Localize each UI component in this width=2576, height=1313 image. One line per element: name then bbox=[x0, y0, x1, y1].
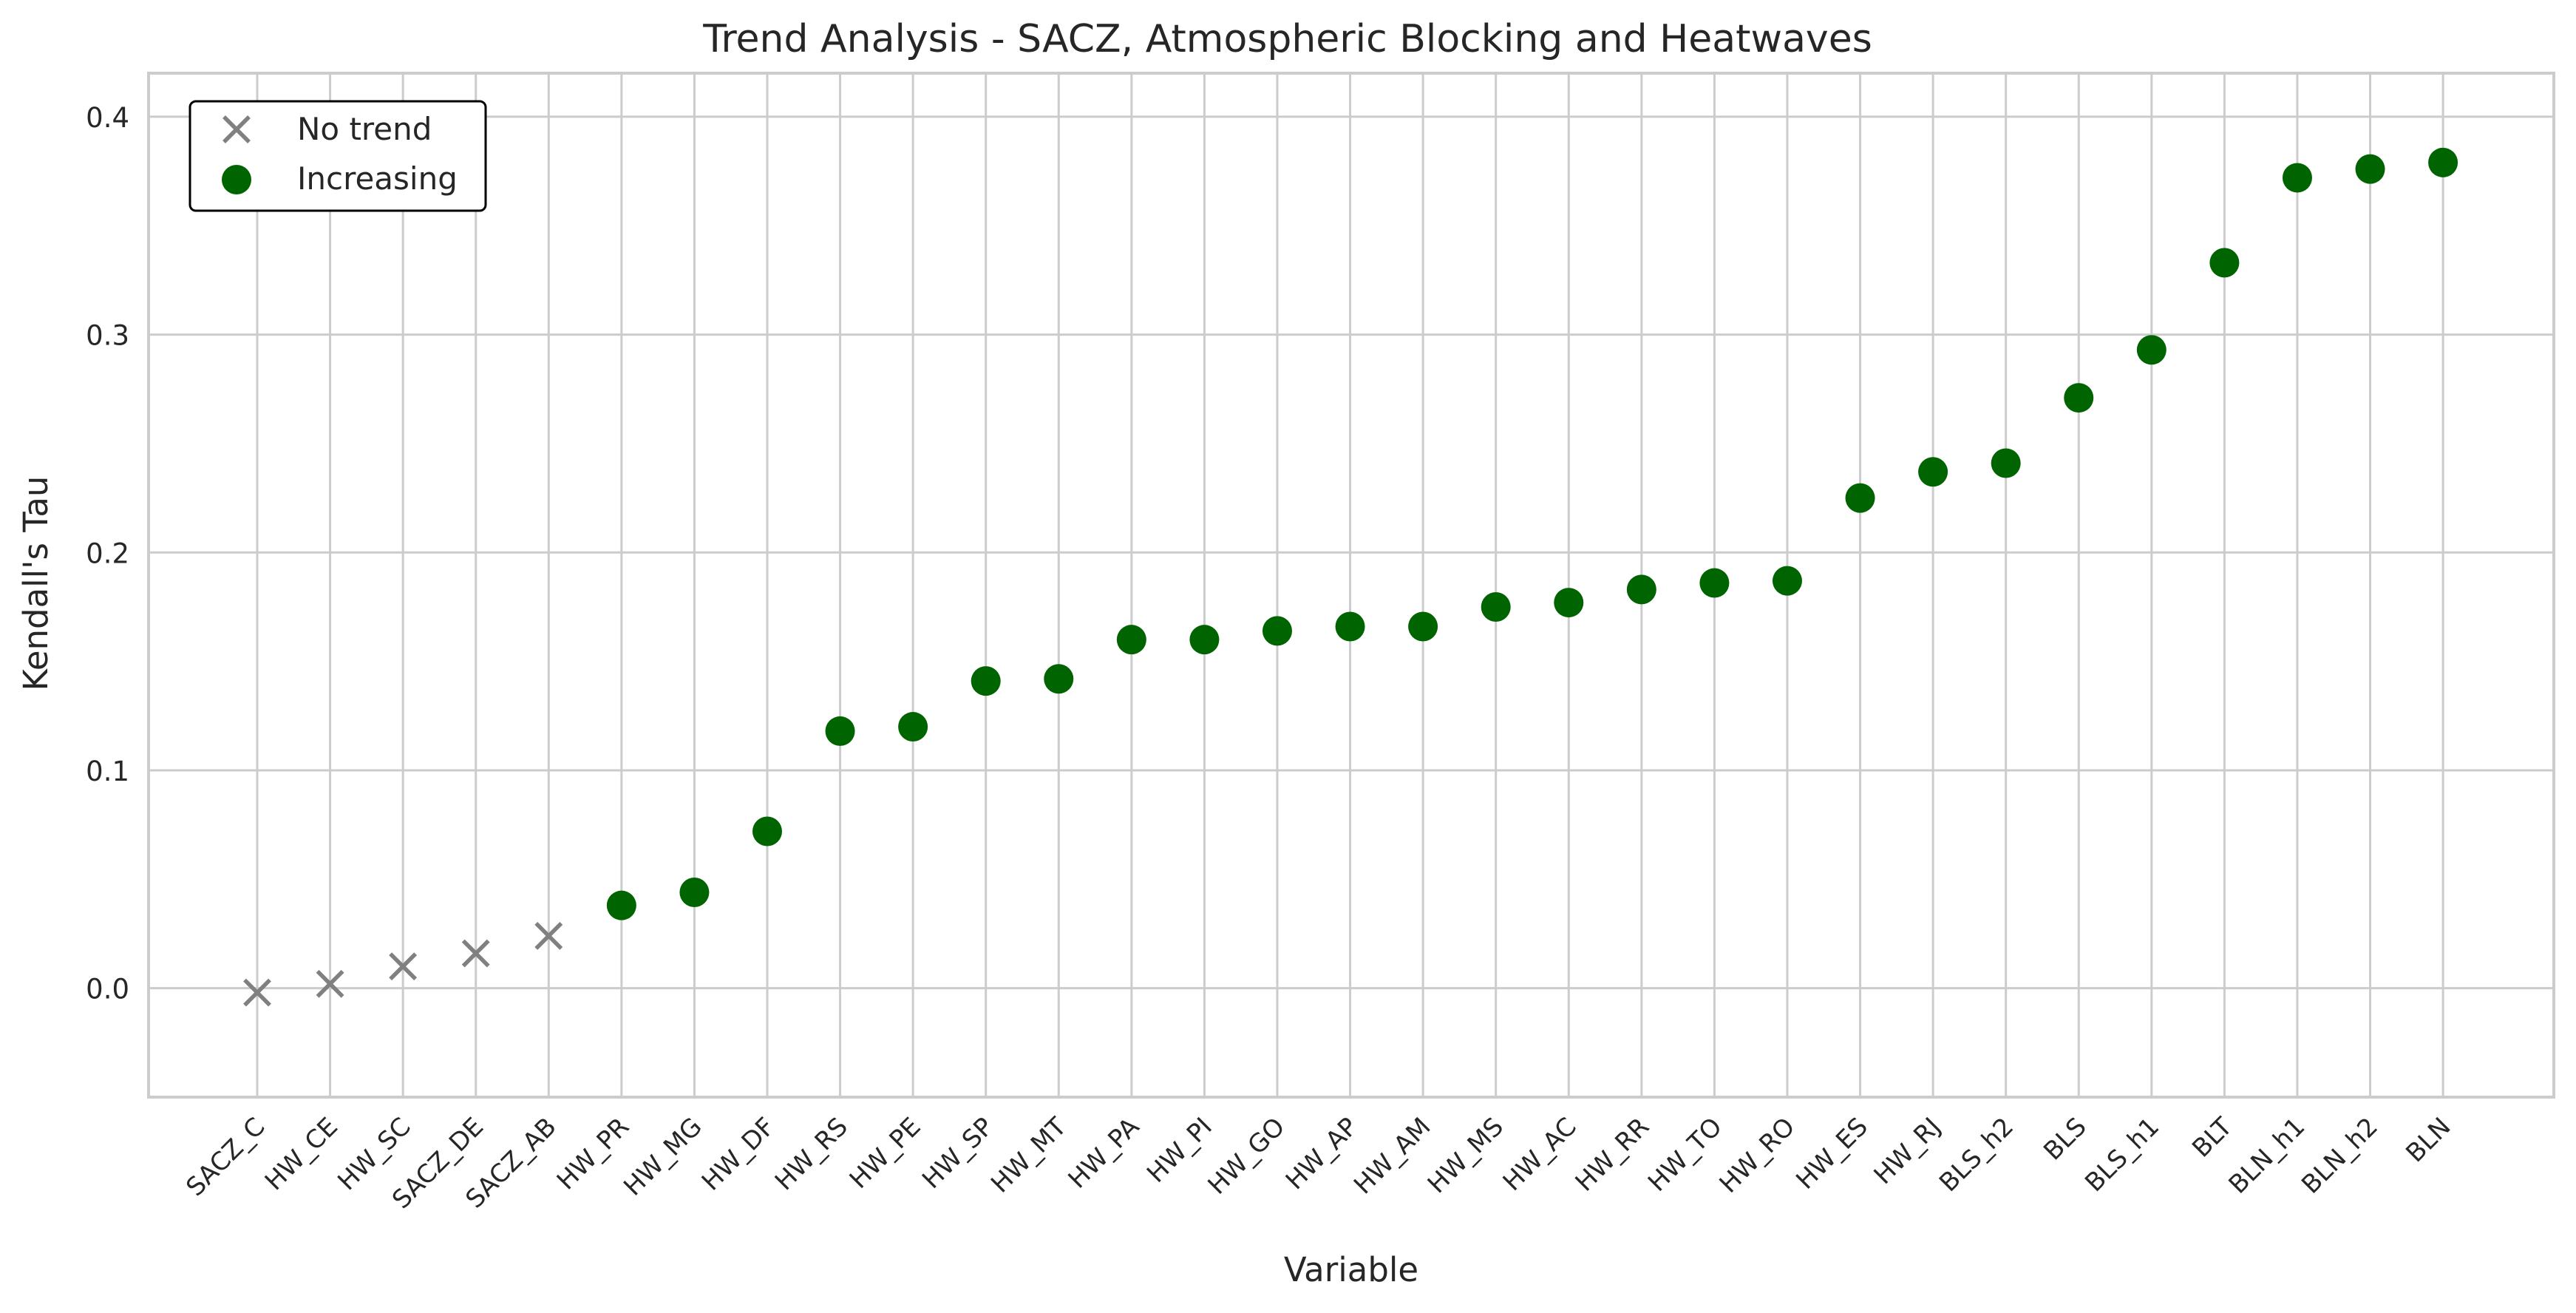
legend-label-increasing: Increasing bbox=[297, 160, 458, 197]
grid-lines bbox=[149, 73, 2554, 1097]
data-point-bln bbox=[2428, 147, 2458, 177]
data-point-bls-h2 bbox=[1991, 448, 2021, 478]
legend-circle-marker-icon bbox=[222, 165, 251, 194]
data-point-hw-sc bbox=[389, 952, 418, 981]
legend: No trend Increasing bbox=[188, 100, 487, 212]
y-tick-label: 0.4 bbox=[86, 102, 129, 134]
data-point-hw-pe bbox=[898, 712, 928, 742]
chart-title: Trend Analysis - SACZ, Atmospheric Block… bbox=[702, 17, 1872, 61]
data-point-hw-rr bbox=[1626, 574, 1656, 605]
y-axis-ticks: 0.0 0.1 0.2 0.3 0.4 bbox=[86, 102, 129, 1005]
data-point-hw-df bbox=[752, 816, 782, 847]
data-point-hw-ro bbox=[1772, 566, 1802, 596]
x-axis-label: Variable bbox=[1284, 1250, 1418, 1289]
legend-x-marker-icon bbox=[222, 115, 251, 143]
data-point-sacz-c bbox=[243, 978, 271, 1007]
data-point-hw-ms bbox=[1481, 591, 1511, 622]
data-point-hw-es bbox=[1845, 483, 1875, 513]
axes-frame bbox=[147, 72, 2555, 1099]
legend-item-no-trend: No trend bbox=[222, 111, 432, 147]
y-axis-label: Kendall's Tau bbox=[16, 476, 55, 691]
data-point-hw-ap bbox=[1335, 611, 1365, 642]
y-tick-label: 0.0 bbox=[86, 974, 129, 1005]
data-point-hw-pi bbox=[1189, 625, 1220, 655]
y-tick-label: 0.3 bbox=[86, 320, 129, 352]
data-point-hw-pa bbox=[1116, 625, 1146, 655]
legend-item-increasing: Increasing bbox=[222, 160, 458, 197]
legend-box bbox=[188, 100, 487, 212]
data-point-bls-h1 bbox=[2136, 335, 2167, 365]
data-point-hw-rj bbox=[1918, 457, 1948, 487]
y-tick-label: 0.2 bbox=[86, 537, 129, 569]
data-point-hw-to bbox=[1699, 568, 1730, 598]
data-point-hw-pr bbox=[606, 890, 636, 920]
data-point-hw-am bbox=[1408, 611, 1438, 642]
y-tick-label: 0.1 bbox=[86, 756, 129, 787]
data-point-sacz-de bbox=[461, 939, 490, 968]
data-point-bln-h2 bbox=[2355, 154, 2385, 184]
legend-x-marker bbox=[222, 115, 251, 143]
data-point-hw-ac bbox=[1554, 588, 1584, 618]
data-point-hw-mg bbox=[679, 878, 710, 907]
data-point-hw-go bbox=[1262, 616, 1292, 646]
data-point-bln-h1 bbox=[2282, 163, 2312, 193]
data-markers bbox=[243, 147, 2458, 1007]
data-point-bls bbox=[2064, 383, 2094, 413]
data-point-blt bbox=[2209, 248, 2240, 278]
data-point-hw-ce bbox=[316, 969, 344, 998]
legend-circle-marker bbox=[222, 165, 251, 194]
data-point-hw-rs bbox=[825, 716, 855, 746]
legend-label-no-trend: No trend bbox=[297, 111, 432, 147]
data-point-sacz-ab bbox=[534, 921, 563, 950]
plot-area bbox=[147, 72, 2555, 1099]
data-point-hw-mt bbox=[1044, 664, 1074, 694]
data-point-hw-sp bbox=[971, 666, 1001, 696]
